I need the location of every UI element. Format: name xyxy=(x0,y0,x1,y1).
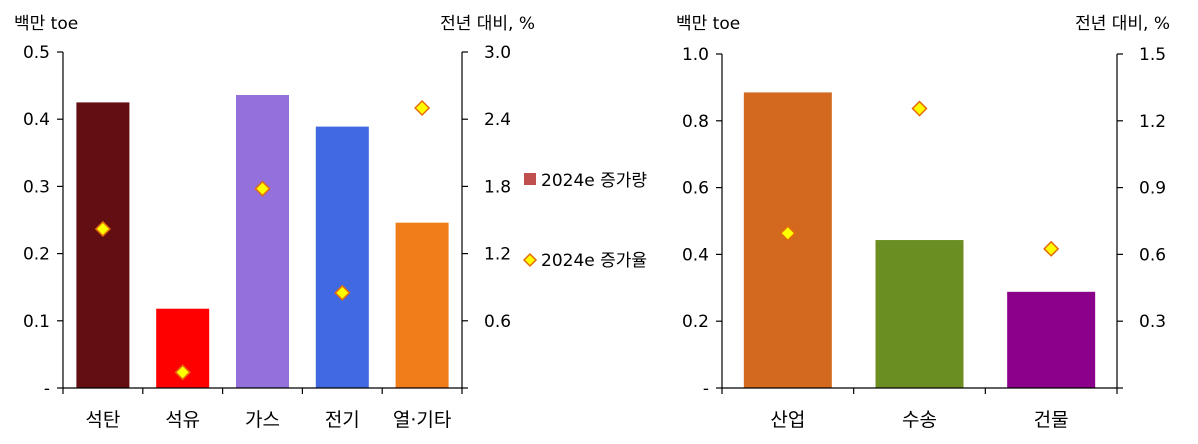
legend-label-increase-rate: 2024e 증가율 xyxy=(541,251,647,271)
x-category-label: 석탄 xyxy=(85,409,120,431)
x-category-label: 열·기타 xyxy=(393,409,451,431)
y2-axis-unit-label: 전년 대비, % xyxy=(440,14,535,34)
y-tick-label: 0.4 xyxy=(23,110,50,130)
x-category-label: 건물 xyxy=(1034,409,1069,431)
y2-axis-unit-label: 전년 대비, % xyxy=(1075,14,1170,34)
bar xyxy=(875,240,964,388)
rate-marker xyxy=(779,225,796,242)
y-tick-label: 0.8 xyxy=(682,112,709,132)
bar xyxy=(315,126,369,388)
legend-swatch-increase-amount xyxy=(524,173,536,185)
y-axis-unit-label: 백만 toe xyxy=(676,14,740,34)
x-category-label: 수송 xyxy=(902,409,937,431)
x-category-label: 가스 xyxy=(245,409,280,431)
rate-marker xyxy=(94,220,111,238)
rate-marker xyxy=(1043,240,1060,257)
rate-marker xyxy=(334,284,351,301)
y-tick-label: 1.0 xyxy=(682,45,709,65)
legend: 2024e 증가량 2024e 증가율 xyxy=(522,171,647,271)
y-tick-label: 0.5 xyxy=(23,43,50,63)
y-tick-label: - xyxy=(703,379,709,399)
rate-marker xyxy=(911,100,928,117)
legend-swatch-increase-rate xyxy=(522,252,538,268)
bar xyxy=(395,222,449,388)
rate-marker xyxy=(414,99,431,117)
y-tick-label: 0.4 xyxy=(682,245,709,265)
y2-tick-label: 0.6 xyxy=(1139,245,1166,265)
chart-energy-source: 백만 toe 전년 대비, % - 0.1 0.2 0.3 0.4 0.5 0.6 1.2 1.8 2… xyxy=(14,14,535,431)
x-category-label: 석유 xyxy=(165,409,200,431)
y2-tick-label: 1.8 xyxy=(484,177,511,197)
y-tick-label: 0.1 xyxy=(23,312,50,332)
legend-label-increase-amount: 2024e 증가량 xyxy=(541,171,647,191)
y2-tick-label: 1.2 xyxy=(484,245,511,265)
y-tick-label: - xyxy=(44,379,50,399)
y-tick-label: 0.2 xyxy=(682,312,709,332)
y2-tick-label: 2.4 xyxy=(484,110,511,130)
y2-tick-label: 1.2 xyxy=(1139,112,1166,132)
y-axis-unit-label: 백만 toe xyxy=(14,14,78,34)
chart-sector: 백만 toe 전년 대비, % - 0.2 0.4 0.6 0.8 1.0 0.3 0.6 0.9 1… xyxy=(676,14,1170,431)
y-tick-label: 0.3 xyxy=(23,177,50,197)
y2-tick-label: 0.3 xyxy=(1139,312,1166,332)
x-category-label: 산업 xyxy=(770,409,805,431)
x-category-label: 전기 xyxy=(325,409,360,431)
y2-tick-label: 1.5 xyxy=(1139,45,1166,65)
bar xyxy=(76,102,130,389)
y2-tick-label: 0.9 xyxy=(1139,179,1166,199)
rate-marker xyxy=(174,364,191,381)
y2-tick-label: 3.0 xyxy=(484,43,511,63)
bar xyxy=(236,95,289,389)
y-tick-label: 0.2 xyxy=(23,245,50,265)
y2-tick-label: 0.6 xyxy=(484,312,511,332)
rate-marker xyxy=(254,180,271,197)
bar xyxy=(1007,291,1096,388)
y-tick-label: 0.6 xyxy=(682,179,709,199)
